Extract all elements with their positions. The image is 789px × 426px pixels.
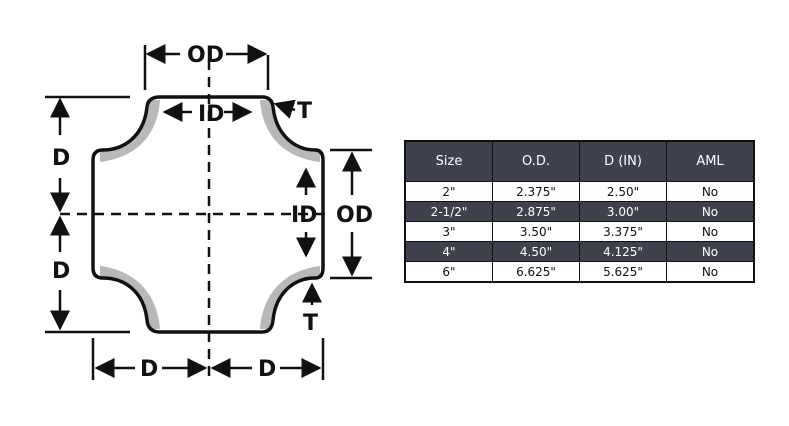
label-t-bottom: T bbox=[303, 311, 318, 336]
cell: 6.625" bbox=[492, 261, 580, 283]
centerlines bbox=[60, 60, 330, 380]
cell: No bbox=[666, 201, 755, 222]
cell: 4.50" bbox=[492, 241, 580, 262]
table-row: 2-1/2" 2.875" 3.00" No bbox=[404, 201, 755, 222]
cell: 3.00" bbox=[579, 201, 667, 222]
label-t-top: T bbox=[297, 99, 312, 124]
cell: No bbox=[666, 261, 755, 283]
label-od-right: OD bbox=[336, 203, 373, 228]
cell: 4" bbox=[404, 241, 493, 262]
table-row: 3" 3.50" 3.375" No bbox=[404, 221, 755, 242]
label-od-top: OD bbox=[187, 43, 224, 68]
cell: No bbox=[666, 221, 755, 242]
label-d-bottom-left: D bbox=[140, 357, 158, 382]
cell: 2-1/2" bbox=[404, 201, 493, 222]
cell: No bbox=[666, 181, 755, 202]
table-row: 6" 6.625" 5.625" No bbox=[404, 261, 755, 283]
cross-outline bbox=[91, 95, 325, 334]
wall-thickness-shading bbox=[100, 100, 320, 329]
table-header-row: Size O.D. D (IN) AML bbox=[404, 140, 755, 182]
table-row: 2" 2.375" 2.50" No bbox=[404, 181, 755, 202]
cell: 3.375" bbox=[579, 221, 667, 242]
label-d-bottom-right: D bbox=[258, 357, 276, 382]
cell: 3.50" bbox=[492, 221, 580, 242]
header-aml: AML bbox=[666, 140, 755, 182]
dimension-lines bbox=[45, 44, 372, 380]
cell: 2.50" bbox=[579, 181, 667, 202]
label-id-right: ID bbox=[291, 203, 317, 228]
cross-fitting-diagram: OD ID T D D ID OD T D D bbox=[45, 43, 373, 382]
label-d-left-upper: D bbox=[52, 146, 70, 171]
header-d: D (IN) bbox=[579, 140, 667, 182]
cell: 2.375" bbox=[492, 181, 580, 202]
cell: 2" bbox=[404, 181, 493, 202]
cell: 2.875" bbox=[492, 201, 580, 222]
cell: No bbox=[666, 241, 755, 262]
cell: 5.625" bbox=[579, 261, 667, 283]
table-row: 4" 4.50" 4.125" No bbox=[404, 241, 755, 262]
header-od: O.D. bbox=[492, 140, 580, 182]
dimensions-table: Size O.D. D (IN) AML 2" 2.375" 2.50" No 2-1… bbox=[404, 140, 755, 283]
cell: 6" bbox=[404, 261, 493, 283]
label-id-top: ID bbox=[198, 102, 224, 127]
label-d-left-lower: D bbox=[52, 259, 70, 284]
header-size: Size bbox=[404, 140, 493, 182]
cell: 4.125" bbox=[579, 241, 667, 262]
cell: 3" bbox=[404, 221, 493, 242]
